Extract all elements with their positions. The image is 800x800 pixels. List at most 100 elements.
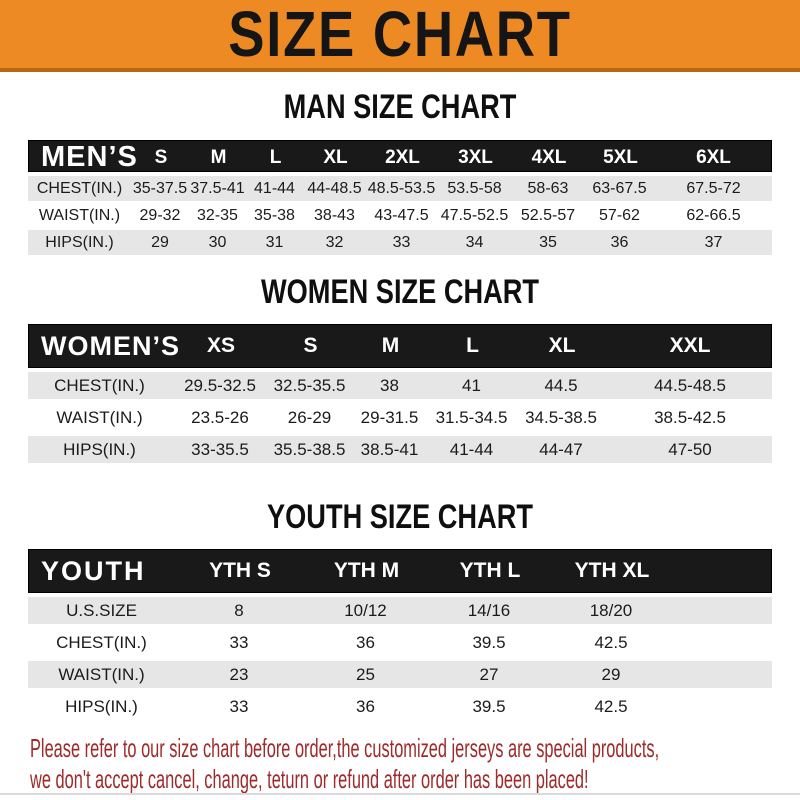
table-cell: 48.5-53.5 xyxy=(367,179,436,197)
table-cell: 62-66.5 xyxy=(686,206,741,224)
table-header-row: MEN’S S M L XL 2XL 3XL 4XL 5XL 6XL xyxy=(28,140,772,173)
column-header: XL xyxy=(548,334,576,357)
table-cell: 47-50 xyxy=(668,439,712,459)
table-cell: 29-32 xyxy=(139,206,181,224)
table-cell: 36 xyxy=(610,233,629,251)
disclaimer: Please refer to our size chart before or… xyxy=(30,733,800,795)
size-chart-sections: MAN SIZE CHART MEN’S S M L XL 2XL 3XL 4XL 5XL 6XL C… xyxy=(0,89,800,720)
row-label: WAIST(IN.) xyxy=(58,664,145,684)
table-header-row: WOMEN’S XS S M L XL XXL xyxy=(28,324,772,368)
table-cell: 29 xyxy=(151,233,169,251)
table-row: HIPS(IN.) 29 30 31 32 33 34 35 36 37 xyxy=(28,230,772,255)
table-row: HIPS(IN.) 33-35.5 35.5-38.5 38.5-41 41-44 44-… xyxy=(28,436,772,463)
table-cell: 31.5-34.5 xyxy=(435,407,508,427)
row-label: WAIST(IN.) xyxy=(38,206,121,224)
table-cell: 41-44 xyxy=(254,179,295,197)
table-cell: 41-44 xyxy=(449,439,494,459)
table-cell: 39.5 xyxy=(472,632,506,652)
bottom-divider xyxy=(0,793,800,795)
table-cell: 42.5 xyxy=(594,696,628,716)
table-corner-label: WOMEN’S xyxy=(41,330,180,361)
column-header: 4XL xyxy=(531,146,567,168)
column-header: YTH L xyxy=(459,559,521,582)
table-cell: 33 xyxy=(229,696,249,716)
table-cell: 14/16 xyxy=(467,600,511,620)
table-corner-label: YOUTH xyxy=(41,555,146,586)
table-cell: 32 xyxy=(325,233,344,251)
table-cell: 29-31.5 xyxy=(360,407,419,427)
table-cell: 34.5-38.5 xyxy=(525,407,597,427)
table-row: WAIST(IN.) 23.5-26 26-29 29-31.5 31.5-34.5 34… xyxy=(28,404,772,431)
table-cell: 30 xyxy=(208,233,227,251)
table-cell: 36 xyxy=(356,632,375,652)
table-cell: 47.5-52.5 xyxy=(440,206,509,224)
table-cell: 58-63 xyxy=(527,179,569,197)
table-row: CHEST(IN.) 33 36 39.5 42.5 xyxy=(28,629,772,656)
table-cell: 25 xyxy=(356,664,375,684)
column-header: YTH XL xyxy=(574,559,650,582)
table-cell: 35 xyxy=(539,233,557,251)
table-cell: 35-38 xyxy=(254,206,295,224)
table-cell: 38 xyxy=(380,375,399,395)
table-cell: 8 xyxy=(234,600,244,620)
size-section-women: WOMEN SIZE CHART WOMEN’S XS S M L XL XXL CHEST(I… xyxy=(0,274,800,463)
size-section-man: MAN SIZE CHART MEN’S S M L XL 2XL 3XL 4XL 5XL 6XL C… xyxy=(0,89,800,255)
column-header: XL xyxy=(323,146,348,168)
table-cell: 43-47.5 xyxy=(374,206,429,224)
size-section-youth: YOUTH SIZE CHART YOUTH YTH S YTH M YTH L YTH … xyxy=(0,499,800,720)
column-header: L xyxy=(269,146,282,168)
table-cell: 41 xyxy=(462,375,481,395)
table-cell: 38.5-41 xyxy=(360,439,419,459)
table-cell: 34 xyxy=(465,233,484,251)
table-row: WAIST(IN.) 23 25 27 29 xyxy=(28,661,772,688)
table-cell: 39.5 xyxy=(472,696,506,716)
column-header: 3XL xyxy=(458,146,493,168)
table-cell: 57-62 xyxy=(599,206,640,224)
table-cell: 33-35.5 xyxy=(191,439,249,459)
row-label: HIPS(IN.) xyxy=(63,439,136,459)
column-header: XS xyxy=(206,334,235,357)
table-cell: 35.5-38.5 xyxy=(273,439,346,459)
row-label: CHEST(IN.) xyxy=(36,179,123,197)
column-header: S xyxy=(303,334,318,357)
row-label: WAIST(IN.) xyxy=(56,407,143,427)
table-cell: 44-47 xyxy=(539,439,583,459)
table-row: U.S.SIZE 8 10/12 14/16 18/20 xyxy=(28,597,772,624)
table-cell: 63-67.5 xyxy=(592,179,647,197)
women-size-table: WOMEN’S XS S M L XL XXL CHEST(IN.) 29.5-32.5 32.5… xyxy=(28,324,772,463)
table-cell: 29.5-32.5 xyxy=(184,375,256,395)
column-header: 6XL xyxy=(696,146,731,168)
table-cell: 35-37.5 xyxy=(132,179,188,197)
table-row: CHEST(IN.) 35-37.5 37.5-41 41-44 44-48.5 48.5… xyxy=(28,176,772,201)
table-cell: 44-48.5 xyxy=(307,179,362,197)
table-cell: 27 xyxy=(479,664,499,684)
disclaimer-line-2: we don't accept cancel, change, teturn o… xyxy=(30,764,589,794)
table-cell: 38-43 xyxy=(314,206,355,224)
column-header: 2XL xyxy=(385,146,420,168)
table-cell: 18/20 xyxy=(589,600,633,620)
table-cell: 29 xyxy=(601,664,621,684)
youth-size-table: YOUTH YTH S YTH M YTH L YTH XL U.S.SIZE 8 10/12… xyxy=(28,549,772,720)
table-cell: 44.5-48.5 xyxy=(654,375,726,395)
table-cell: 44.5 xyxy=(544,375,578,395)
table-cell: 32-35 xyxy=(197,206,238,224)
table-cell: 37.5-41 xyxy=(190,179,245,197)
table-corner-label: MEN’S xyxy=(41,141,138,173)
table-cell: 53.5-58 xyxy=(447,179,502,197)
table-cell: 31 xyxy=(265,233,284,251)
table-cell: 26-29 xyxy=(287,407,332,427)
table-cell: 33 xyxy=(229,632,249,652)
table-cell: 42.5 xyxy=(594,632,628,652)
column-header: XXL xyxy=(669,334,711,357)
column-header: YTH S xyxy=(209,559,271,582)
table-cell: 23.5-26 xyxy=(191,407,249,427)
table-row: WAIST(IN.) 29-32 32-35 35-38 38-43 43-47.5 47.… xyxy=(28,203,772,228)
page-title: SIZE CHART xyxy=(228,0,572,70)
column-header: 5XL xyxy=(603,146,638,168)
row-label: U.S.SIZE xyxy=(66,600,137,620)
table-cell: 52.5-57 xyxy=(520,206,576,224)
column-header: L xyxy=(466,334,479,357)
table-cell: 32.5-35.5 xyxy=(273,375,346,395)
table-row: CHEST(IN.) 29.5-32.5 32.5-35.5 38 41 44.5 44.5… xyxy=(28,372,772,399)
